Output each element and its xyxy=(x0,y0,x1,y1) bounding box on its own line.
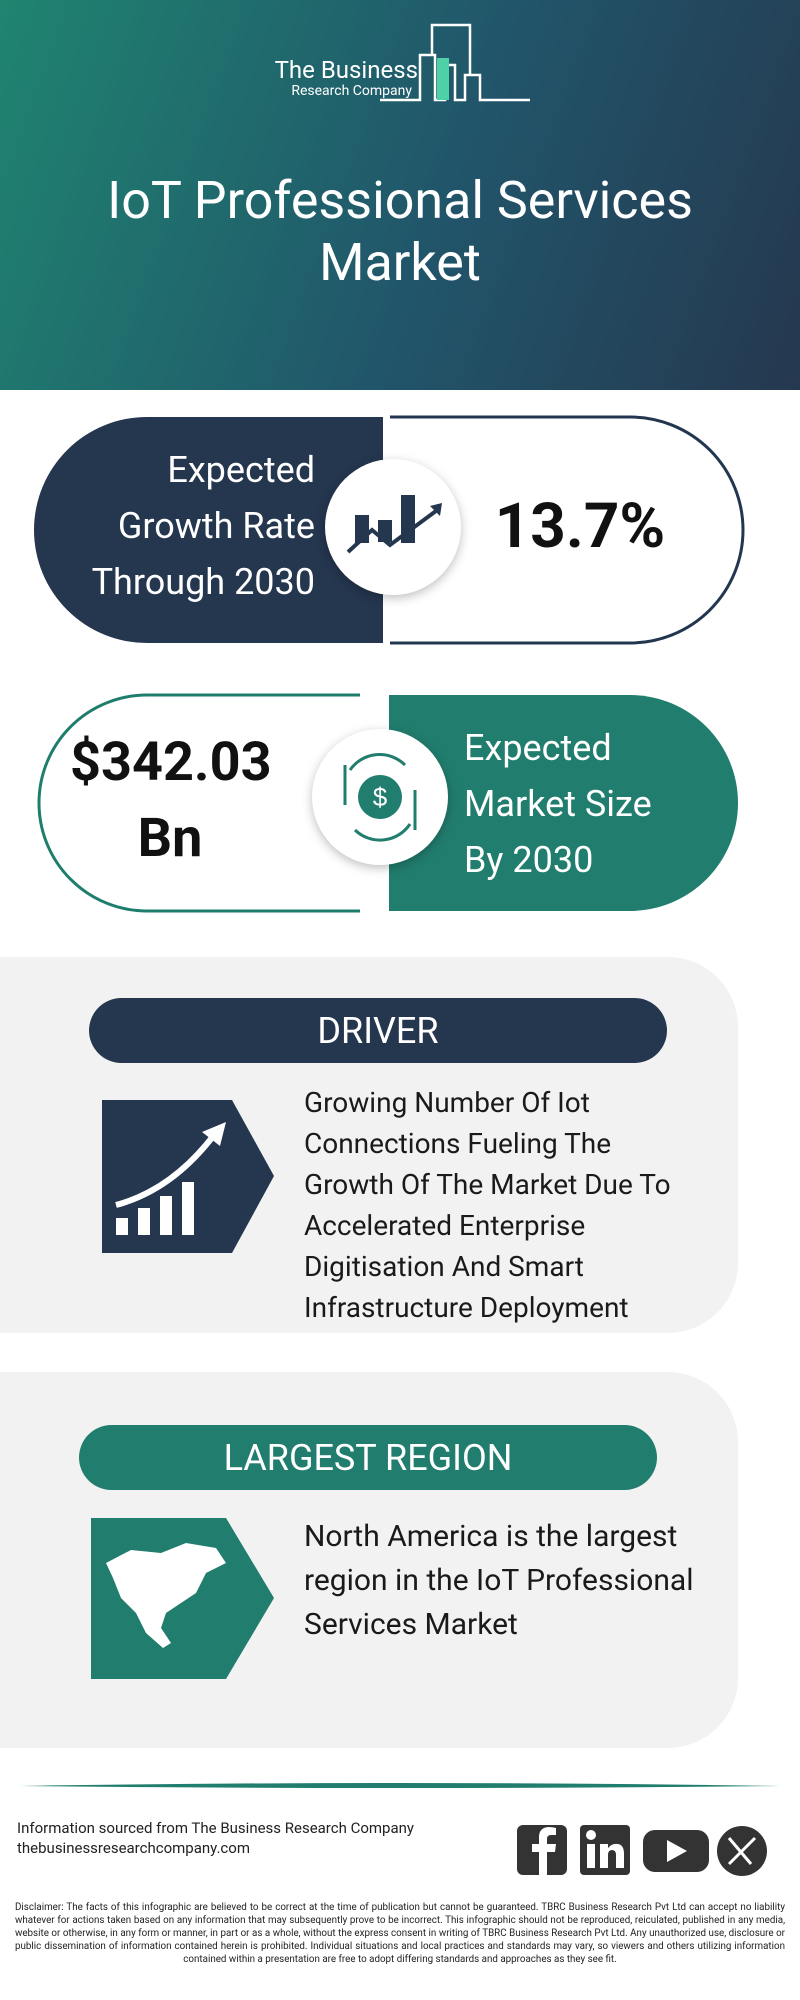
facebook-icon[interactable] xyxy=(517,1825,567,1875)
growth-icon-circle xyxy=(325,459,461,595)
header: The Business Research Company IoT Profes… xyxy=(0,0,800,390)
driver-text: Growing Number Of Iot Connections Fuelin… xyxy=(304,1086,671,1324)
social-icons xyxy=(517,1825,767,1876)
region-icon xyxy=(91,1518,274,1679)
divider xyxy=(20,1783,780,1788)
market-pill-outline xyxy=(37,693,360,913)
market-icon: $ xyxy=(343,753,417,842)
region-text: North America is the largest region in t… xyxy=(304,1519,694,1642)
driver-heading: DRIVER xyxy=(89,998,667,1063)
growth-icon xyxy=(346,495,442,554)
x-icon[interactable] xyxy=(717,1826,767,1876)
website: thebusinessresearchcompany.com xyxy=(17,1839,250,1857)
growth-pill-outline xyxy=(390,415,745,645)
market-label: Expected Market Size By 2030 xyxy=(464,727,652,881)
logo-graphic: The Business Research Company xyxy=(275,23,530,102)
driver-icon xyxy=(102,1100,274,1253)
market-pill-green xyxy=(389,695,738,911)
logo-tower xyxy=(430,23,472,75)
source: Information sourced from The Business Re… xyxy=(17,1819,415,1837)
logo-line1: The Business xyxy=(275,56,418,84)
stat-shapes: $ xyxy=(34,415,745,913)
market-value: $342.03 Bn xyxy=(70,731,272,870)
logo-line2: Research Company xyxy=(291,83,412,99)
svg-text:$: $ xyxy=(373,782,388,812)
logo-accent xyxy=(437,58,449,100)
linkedin-icon[interactable] xyxy=(580,1825,630,1875)
youtube-icon[interactable] xyxy=(643,1830,709,1872)
title: IoT Professional Services Market xyxy=(107,170,693,293)
growth-label: Expected Growth Rate Through 2030 xyxy=(91,449,315,603)
growth-pill-dark xyxy=(34,417,383,643)
logo-buildings xyxy=(380,53,530,102)
growth-value: 13.7% xyxy=(494,490,666,563)
region-heading: LARGEST REGION xyxy=(79,1425,657,1490)
disclaimer: Disclaimer: The facts of this infographi… xyxy=(15,1902,785,1965)
